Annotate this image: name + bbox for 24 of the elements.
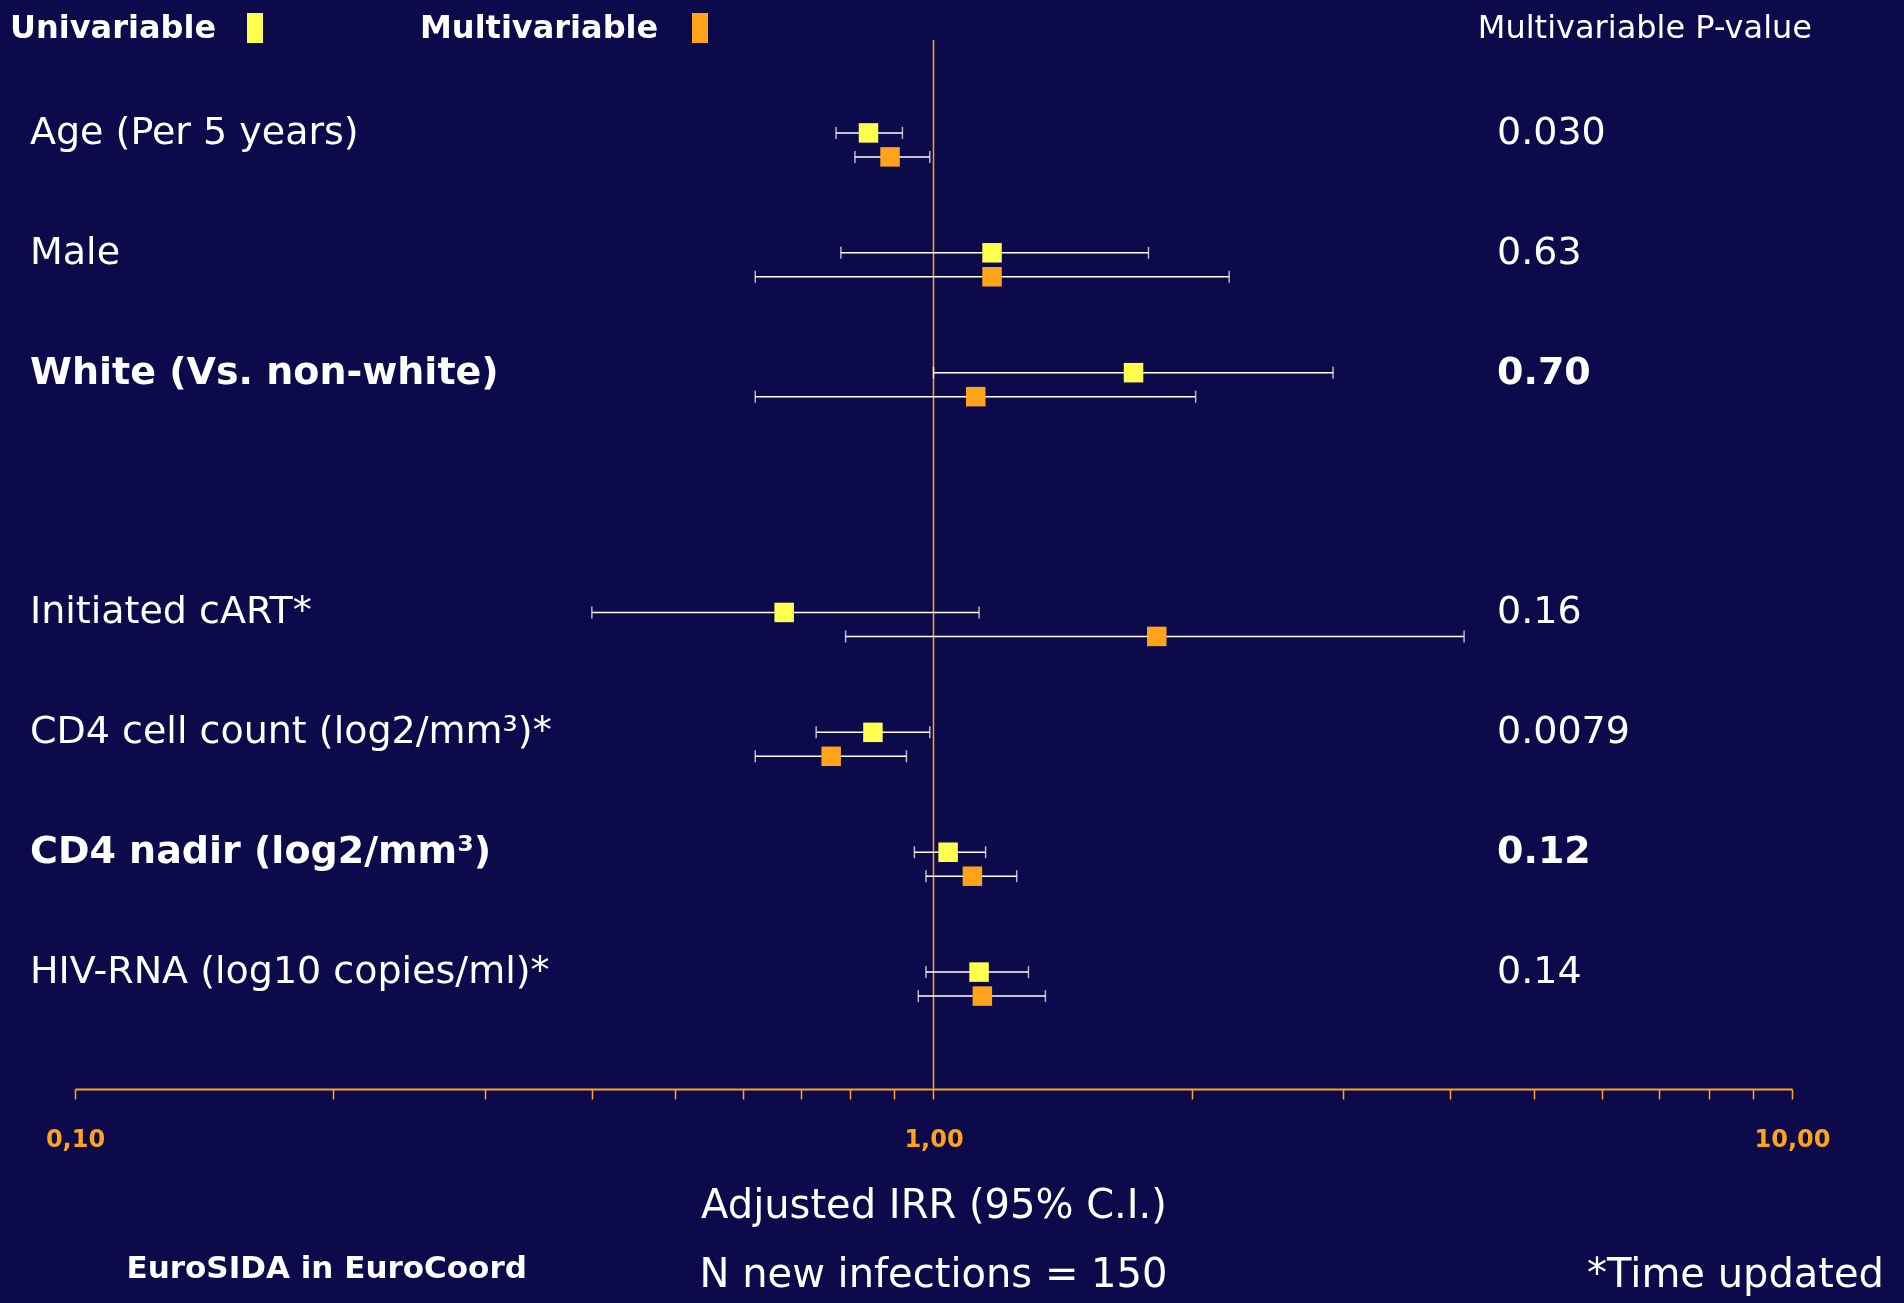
x-tick-label: 0,10: [45, 1124, 106, 1153]
y-tick-label: White (Vs. non-white): [30, 348, 499, 393]
annotation: Multivariable P-value: [1477, 8, 1812, 46]
y-tick-label: Initiated cART*: [30, 588, 312, 633]
text: *Time updated: [1587, 1250, 1884, 1296]
y-tick-label: Male: [30, 228, 121, 273]
y-tick-label: CD4 cell count (log2/mm³)*: [30, 708, 552, 753]
legend-label: Multivariable: [420, 8, 659, 46]
y-tick-label: CD4 nadir (log2/mm³): [30, 828, 492, 873]
x-tick-label: 1,00: [904, 1124, 964, 1153]
text: EuroSIDA in EuroCoord: [126, 1249, 527, 1285]
legend-label: Univariable: [10, 8, 217, 46]
y-tick-label: Age (Per 5 years): [30, 108, 359, 153]
text: N new infections = 150: [699, 1250, 1168, 1296]
x-axis-title: Adjusted IRR (95% C.I.): [701, 1180, 1167, 1227]
annotation: 0.14: [1497, 948, 1582, 993]
annotation: 0.70: [1497, 348, 1591, 393]
x-tick-label: 10,00: [1754, 1124, 1831, 1153]
annotation: 0.030: [1497, 108, 1606, 153]
annotation: 0.63: [1497, 228, 1582, 273]
annotation: 0.16: [1497, 588, 1582, 633]
y-tick-label: HIV-RNA (log10 copies/ml)*: [30, 948, 550, 993]
annotation: 0.0079: [1497, 708, 1630, 753]
annotation: 0.12: [1497, 828, 1591, 873]
